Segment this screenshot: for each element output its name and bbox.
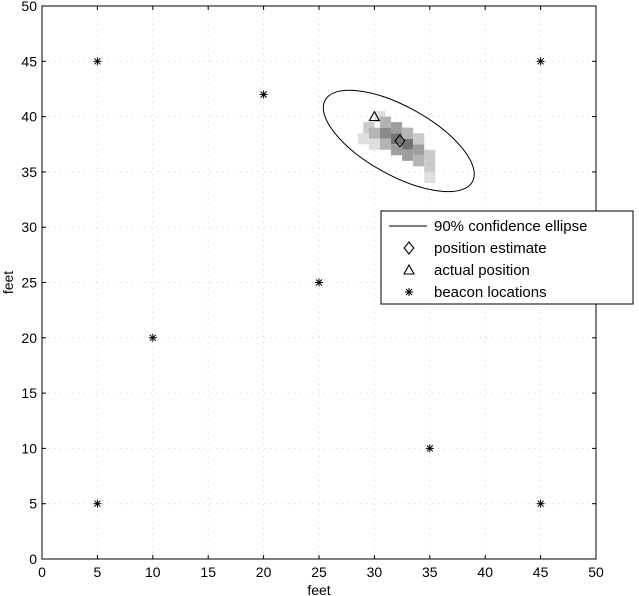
legend-asterisk-swatch	[405, 288, 413, 296]
beacon-marker	[259, 90, 268, 99]
asterisk-stroke	[405, 288, 413, 296]
beacon-marker	[315, 278, 323, 287]
density-cell	[424, 160, 436, 172]
asterisk-stroke	[315, 279, 323, 286]
beacon-marker	[536, 499, 545, 508]
density-cell	[413, 155, 425, 167]
x-tick-label: 20	[256, 564, 272, 580]
y-tick-label: 50	[21, 0, 37, 14]
asterisk-stroke	[94, 57, 101, 65]
y-tick-label: 30	[21, 219, 37, 235]
beacon-marker	[425, 444, 434, 453]
confidence-ellipse	[322, 89, 475, 193]
y-tick-label: 40	[21, 109, 37, 125]
markers	[93, 57, 545, 508]
y-tick-label: 25	[21, 275, 37, 291]
y-tick-label: 15	[21, 385, 37, 401]
legend-diamond-swatch	[403, 241, 415, 255]
x-tick-label: 40	[477, 564, 493, 580]
asterisk-stroke	[260, 91, 267, 98]
legend-box	[380, 210, 634, 305]
actual-position-marker	[368, 110, 381, 122]
legend-label: beacon locations	[434, 284, 547, 301]
legend-label: position estimate	[434, 240, 547, 257]
x-tick-label: 50	[588, 564, 604, 580]
density-cell	[357, 133, 369, 145]
density-cell	[424, 171, 436, 183]
x-axis-label: feet	[307, 582, 330, 596]
asterisk-stroke	[537, 57, 544, 65]
beacon-marker	[93, 499, 102, 508]
probability-density	[357, 111, 436, 183]
confidence-ellipse-layer	[322, 89, 475, 193]
x-tick-label: 30	[367, 564, 383, 580]
x-tick-label: 25	[311, 564, 327, 580]
ticks: 0 5 10 15 20 25 30 35 40 45 50 0 5 10 15 20 25 30 35 40 45 50	[21, 0, 604, 580]
legend-triangle-swatch	[403, 263, 415, 275]
asterisk-stroke	[426, 445, 434, 452]
density-cell	[424, 149, 436, 161]
density-cell	[379, 127, 392, 139]
y-axis-label: feet	[0, 271, 16, 294]
y-tick-label: 0	[29, 551, 37, 567]
legend-label: 90% confidence ellipse	[434, 218, 587, 235]
legend: 90% confidence ellipse position estimate a…	[380, 210, 634, 305]
y-tick-label: 45	[21, 53, 37, 69]
x-tick-label: 10	[145, 564, 161, 580]
y-tick-label: 5	[29, 496, 37, 512]
x-tick-label: 0	[38, 564, 46, 580]
density-cell	[368, 138, 380, 150]
density-cell	[391, 122, 403, 134]
beacon-marker	[93, 57, 102, 66]
asterisk-stroke	[149, 334, 157, 342]
asterisk-stroke	[537, 500, 544, 508]
legend-label: actual position	[434, 262, 530, 279]
x-tick-label: 35	[422, 564, 438, 580]
x-tick-label: 15	[200, 564, 216, 580]
y-tick-label: 20	[21, 330, 37, 346]
density-cell	[379, 116, 392, 128]
asterisk-stroke	[94, 500, 101, 508]
density-cell	[413, 144, 425, 156]
density-cell	[402, 149, 414, 161]
x-tick-label: 45	[533, 564, 549, 580]
y-tick-label: 35	[21, 164, 37, 180]
density-cell	[379, 138, 392, 150]
density-cell	[368, 127, 380, 139]
density-cell	[402, 138, 414, 150]
position-estimate-marker	[394, 134, 406, 148]
density-cell	[402, 127, 414, 139]
x-tick-label: 5	[94, 564, 102, 580]
beacon-marker	[536, 57, 545, 66]
y-tick-label: 10	[21, 440, 37, 456]
density-cell	[391, 144, 403, 156]
beacon-marker	[148, 333, 157, 342]
density-cell	[413, 133, 425, 145]
